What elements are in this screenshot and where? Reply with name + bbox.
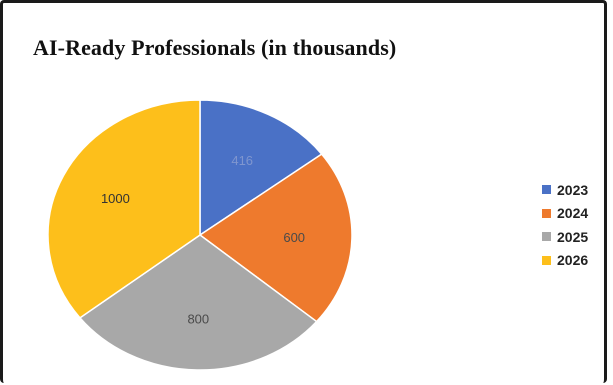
data-label-2023: 416	[231, 153, 253, 168]
legend-item-2025: 2025	[542, 225, 588, 249]
data-label-2024: 600	[283, 230, 305, 245]
data-label-2026: 1000	[101, 191, 130, 206]
legend-item-2024: 2024	[542, 202, 588, 226]
legend-swatch-2025	[542, 232, 551, 242]
chart-title: AI-Ready Professionals (in thousands)	[33, 35, 397, 60]
legend-item-2023: 2023	[542, 178, 588, 202]
pie-slice-2026	[47, 99, 201, 319]
legend-swatch-2024	[542, 208, 551, 218]
pie-slice-2025	[78, 234, 318, 371]
legend-swatch-2026	[542, 255, 551, 265]
pie-slice-2024	[198, 153, 353, 323]
legend-label-2026: 2026	[557, 252, 589, 269]
legend: 2023 2024 2025 2026	[542, 178, 588, 272]
pie-data-labels: 416 600 800 1000	[101, 153, 305, 327]
legend-item-2026: 2026	[542, 249, 588, 273]
legend-swatch-2023	[542, 185, 551, 195]
pie-slice-2023	[199, 99, 323, 237]
legend-label-2024: 2024	[557, 205, 589, 222]
data-label-2025: 800	[187, 312, 209, 327]
legend-label-2025: 2025	[557, 228, 589, 245]
legend-label-2023: 2023	[557, 181, 589, 198]
pie-slices	[47, 99, 353, 371]
